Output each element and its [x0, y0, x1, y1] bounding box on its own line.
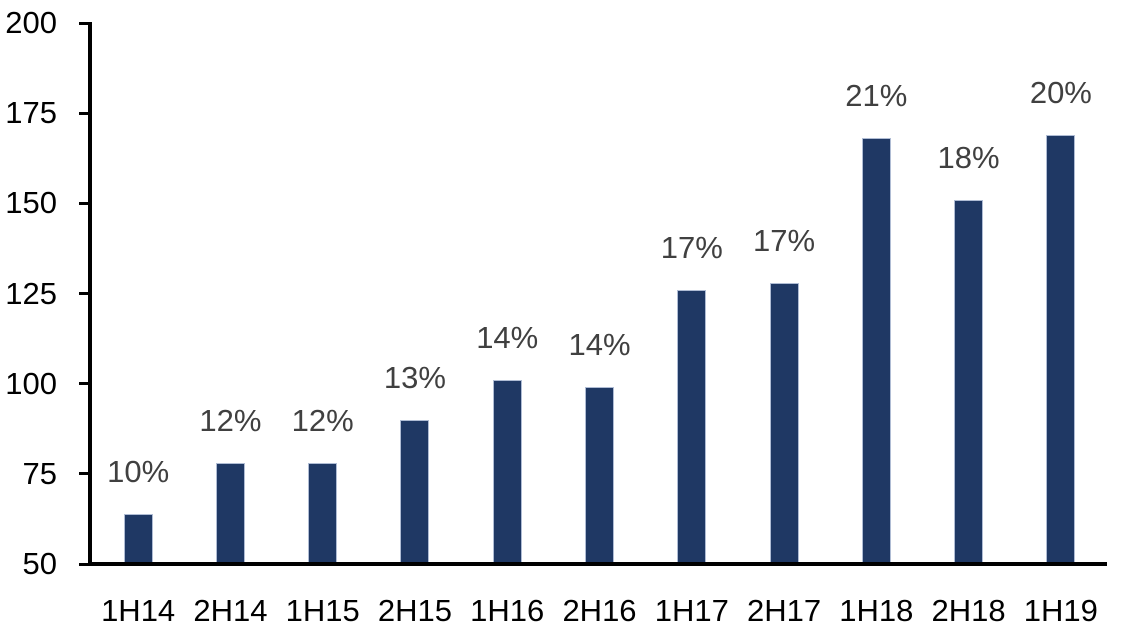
- y-tick-label: 175: [5, 95, 57, 131]
- x-tick-label: 1H19: [1023, 593, 1098, 628]
- x-tick-label: 2H14: [193, 593, 268, 628]
- bar-value-label: 18%: [937, 139, 1000, 175]
- y-tick-mark: [79, 111, 92, 115]
- bar: [677, 289, 707, 562]
- y-tick-mark: [79, 292, 92, 295]
- y-tick-label: 100: [5, 365, 57, 401]
- bar: [585, 387, 614, 562]
- bar: [400, 419, 430, 562]
- x-tick-label: 1H15: [285, 593, 360, 628]
- bar: [123, 513, 153, 562]
- bar: [1046, 134, 1076, 562]
- bar-value-label: 12%: [291, 403, 354, 438]
- bar-value-label: 13%: [383, 359, 446, 395]
- x-axis-line: [88, 562, 1107, 566]
- x-tick-label: 1H18: [839, 593, 914, 628]
- bar-value-label: 12%: [199, 403, 262, 438]
- bar: [215, 463, 245, 562]
- x-tick-label: 2H16: [562, 593, 637, 628]
- bar-value-label: 14%: [568, 327, 631, 363]
- bar: [492, 380, 522, 562]
- y-tick-label: 150: [5, 185, 57, 221]
- bar: [954, 199, 984, 562]
- y-tick-mark: [79, 21, 92, 25]
- y-tick-mark: [79, 562, 92, 566]
- y-tick-label: 75: [22, 455, 57, 491]
- bar-value-label: 14%: [476, 320, 539, 356]
- y-tick-mark: [79, 472, 92, 476]
- bar: [861, 138, 891, 562]
- y-tick-label: 50: [22, 546, 57, 581]
- x-tick-label: 1H16: [470, 593, 545, 628]
- y-tick-label: 125: [5, 275, 57, 311]
- bar-value-label: 10%: [107, 453, 170, 489]
- x-tick-label: 2H18: [931, 593, 1006, 628]
- bar-value-label: 21%: [845, 78, 908, 114]
- bar-value-label: 20%: [1029, 74, 1092, 110]
- x-tick-label: 2H17: [746, 593, 822, 628]
- bar-value-label: 17%: [660, 229, 723, 265]
- y-tick-mark: [79, 382, 92, 386]
- y-tick-mark: [79, 201, 92, 205]
- y-tick-label: 200: [5, 5, 57, 40]
- bar: [769, 282, 799, 562]
- bar-value-label: 17%: [753, 222, 816, 258]
- x-tick-label: 2H15: [377, 593, 452, 628]
- bar: [308, 463, 338, 562]
- x-tick-label: 1H17: [654, 593, 729, 628]
- x-tick-label: 1H14: [101, 593, 176, 628]
